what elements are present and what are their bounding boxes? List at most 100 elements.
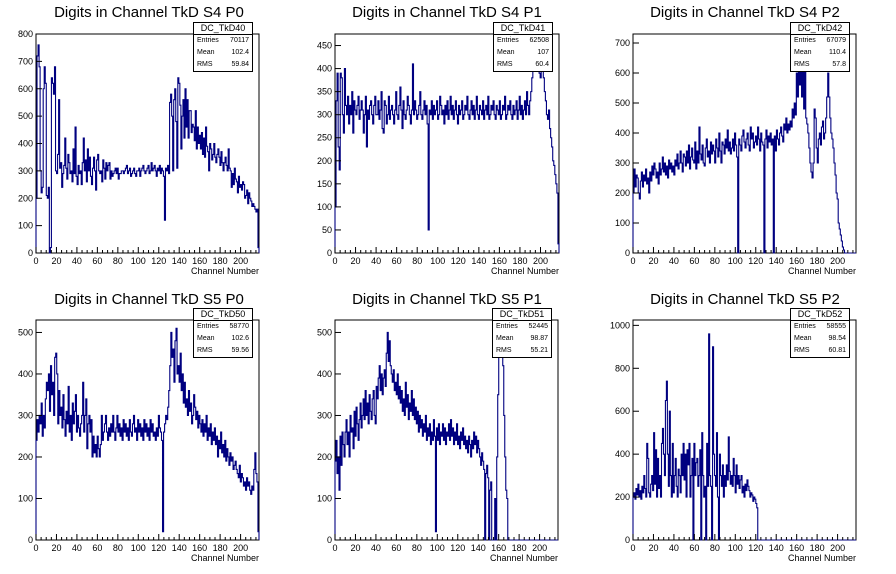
y-tick-label: 300 <box>18 410 33 420</box>
stats-row-mean: Mean 98.54 <box>791 333 849 345</box>
stats-label: RMS <box>197 347 213 354</box>
stats-value: 62508 <box>529 37 549 44</box>
stats-row-entries: Entries 58770 <box>194 321 252 333</box>
x-tick-label: 180 <box>512 543 527 553</box>
stats-label: Entries <box>497 37 519 44</box>
x-tick-label: 0 <box>33 256 38 266</box>
chart-title: Digits in Channel TkD S4 P1 <box>352 4 542 21</box>
stats-label: RMS <box>496 347 512 354</box>
stats-row-mean: Mean 102.4 <box>194 47 252 59</box>
x-tick-label: 20 <box>51 256 61 266</box>
stats-box: DC_TkD50 Entries 58770 Mean 102.6 RMS 59.56 <box>193 308 253 358</box>
stats-row-mean: Mean 98.87 <box>493 333 551 345</box>
plot-frame <box>632 319 857 541</box>
stats-name: DC_TkD40 <box>194 23 252 35</box>
x-axis-label: Channel Number <box>490 553 558 563</box>
y-tick-label: 400 <box>317 369 332 379</box>
y-tick-label: 300 <box>317 110 332 120</box>
stats-name: DC_TkD42 <box>791 23 849 35</box>
x-tick-label: 100 <box>728 543 743 553</box>
x-axis-label: Channel Number <box>191 266 259 276</box>
histogram-series <box>35 327 260 540</box>
stats-row-mean: Mean 107 <box>494 47 552 59</box>
stats-value: 98.87 <box>530 335 548 342</box>
stats-value: 107 <box>537 49 549 56</box>
x-tick-label: 140 <box>471 543 486 553</box>
y-tick-label: 400 <box>18 369 33 379</box>
y-tick-label: 800 <box>18 29 33 39</box>
chart-title: Digits in Channel TkD S5 P1 <box>352 291 542 308</box>
x-tick-label: 100 <box>430 543 445 553</box>
x-axis-label: Channel Number <box>191 553 259 563</box>
stats-value: 55.21 <box>530 347 548 354</box>
x-tick-label: 100 <box>131 543 146 553</box>
stats-label: Mean <box>497 49 515 56</box>
x-tick-label: 40 <box>669 543 679 553</box>
y-tick-label: 500 <box>317 327 332 337</box>
stats-row-entries: Entries 70117 <box>194 35 252 47</box>
stats-row-rms: RMS 59.84 <box>194 59 252 71</box>
x-tick-label: 200 <box>233 543 248 553</box>
stats-value: 102.6 <box>231 335 249 342</box>
chart-title: Digits in Channel TkD S5 P0 <box>54 291 244 308</box>
stats-label: Mean <box>197 49 215 56</box>
y-tick-label: 400 <box>18 139 33 149</box>
histogram-panel: Digits in Channel TkD S4 P0 0 20 40 60 80 100 1… <box>0 0 298 287</box>
stats-value: 57.8 <box>832 61 846 68</box>
stats-value: 59.84 <box>231 61 249 68</box>
x-tick-label: 180 <box>213 543 228 553</box>
plot-frame <box>334 33 560 254</box>
stats-value: 60.81 <box>828 347 846 354</box>
stats-label: RMS <box>197 61 213 68</box>
x-tick-label: 200 <box>533 256 548 266</box>
y-tick-label: 400 <box>615 128 630 138</box>
y-tick-label: 400 <box>615 449 630 459</box>
x-axis-label: Channel Number <box>788 553 856 563</box>
x-tick-label: 140 <box>172 256 187 266</box>
stats-label: Mean <box>794 49 812 56</box>
x-tick-label: 100 <box>430 256 445 266</box>
y-tick-label: 0 <box>625 248 630 258</box>
y-tick-label: 800 <box>615 363 630 373</box>
x-tick-label: 40 <box>72 256 82 266</box>
y-tick-label: 500 <box>18 327 33 337</box>
y-tick-label: 100 <box>317 202 332 212</box>
plot-frame <box>334 319 559 541</box>
x-tick-label: 140 <box>471 256 486 266</box>
x-tick-label: 200 <box>830 543 845 553</box>
x-tick-label: 20 <box>648 256 658 266</box>
stats-label: RMS <box>794 347 810 354</box>
stats-box: DC_TkD52 Entries 58555 Mean 98.54 RMS 60.81 <box>790 308 850 358</box>
y-tick-label: 300 <box>18 166 33 176</box>
y-tick-label: 200 <box>317 452 332 462</box>
histogram-plot: 0 20 40 60 80 100 120 140 160 180 200 0 50 100 150 200 2… <box>317 33 560 276</box>
histogram-panel: Digits in Channel TkD S5 P1 0 20 40 60 80 100 1… <box>298 287 596 574</box>
stats-value: 102.4 <box>231 49 249 56</box>
x-tick-label: 160 <box>789 256 804 266</box>
chart-title: Digits in Channel TkD S4 P2 <box>650 4 840 21</box>
y-tick-label: 300 <box>317 410 332 420</box>
stats-label: Mean <box>496 335 514 342</box>
plot-frame <box>632 33 857 254</box>
histogram-panel: Digits in Channel TkD S4 P1 0 20 40 60 80 100 1… <box>298 0 596 287</box>
y-tick-label: 600 <box>615 406 630 416</box>
x-tick-label: 0 <box>630 256 635 266</box>
y-tick-label: 200 <box>317 156 332 166</box>
stats-label: RMS <box>794 61 810 68</box>
stats-row-rms: RMS 60.4 <box>494 59 552 71</box>
histogram-series <box>35 44 260 254</box>
y-tick-label: 450 <box>317 41 332 51</box>
x-tick-label: 200 <box>233 256 248 266</box>
stats-value: 59.56 <box>231 347 249 354</box>
histogram-plot: 0 20 40 60 80 100 120 140 160 180 200 0 100 200 300 400… <box>18 319 260 563</box>
x-tick-label: 20 <box>51 543 61 553</box>
x-tick-label: 40 <box>669 256 679 266</box>
stats-row-rms: RMS 57.8 <box>791 59 849 71</box>
x-tick-label: 200 <box>830 256 845 266</box>
x-tick-label: 120 <box>151 543 166 553</box>
y-tick-label: 300 <box>615 158 630 168</box>
stats-label: Entries <box>197 323 219 330</box>
y-tick-label: 100 <box>615 218 630 228</box>
stats-box: DC_TkD42 Entries 67079 Mean 110.4 RMS 57.8 <box>790 22 850 72</box>
y-tick-label: 0 <box>327 535 332 545</box>
